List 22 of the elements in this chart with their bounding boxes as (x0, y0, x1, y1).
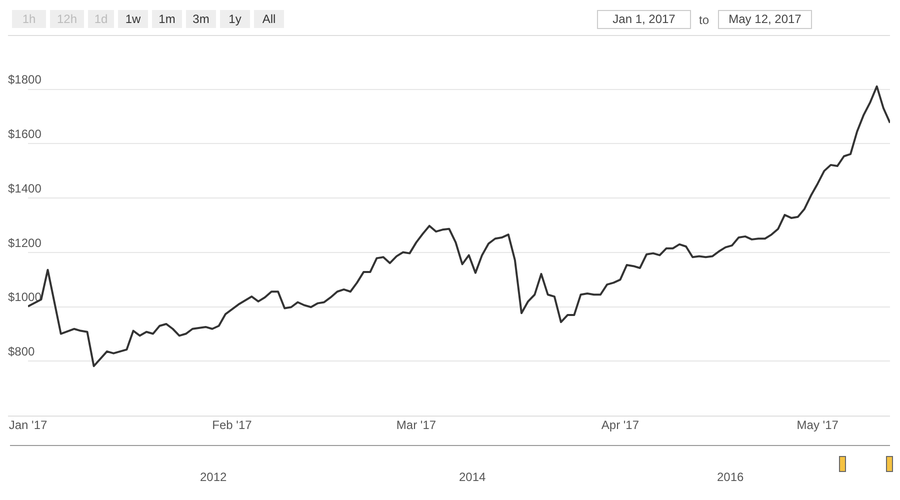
y-tick-label: $1400 (8, 181, 42, 196)
y-tick-label: $1000 (8, 290, 42, 304)
text: 2016 (717, 470, 744, 484)
text: to (699, 13, 710, 27)
x-tick-label: Apr '17 (601, 418, 640, 432)
text: Jan 1, 2017 (597, 10, 691, 29)
text: 1m (152, 10, 182, 28)
x-tick-label: Jan '17 (8, 418, 48, 432)
x-tick-label: Feb '17 (212, 418, 252, 432)
y-tick-label: $1200 (8, 236, 42, 250)
y-tick-label: $1800 (8, 72, 42, 87)
text: May 12, 2017 (718, 10, 812, 29)
y-tick-label: $800 (8, 344, 36, 359)
text: 3m (186, 10, 216, 28)
text: 1w (118, 10, 148, 28)
x-tick-label: May '17 (796, 418, 839, 432)
y-tick-label: $1600 (8, 127, 42, 142)
text: 1y (220, 10, 250, 28)
text: 2014 (459, 470, 486, 484)
x-tick-label: Mar '17 (396, 418, 436, 432)
text: 2012 (200, 470, 227, 484)
text: All (254, 10, 284, 28)
